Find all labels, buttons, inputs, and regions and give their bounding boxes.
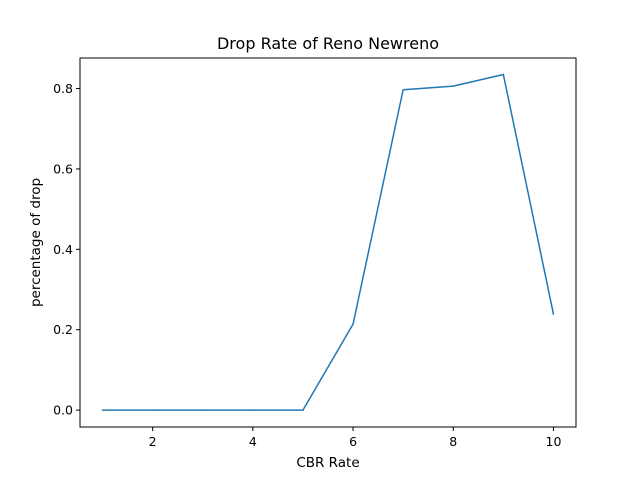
x-tick-label: 2 — [149, 434, 157, 449]
y-axis-label: percentage of drop — [28, 178, 44, 307]
data-point — [502, 73, 505, 76]
y-tick-label: 0.2 — [53, 322, 73, 337]
data-point — [252, 409, 254, 411]
x-tick-label: 8 — [449, 434, 457, 449]
y-tick-label: 0.8 — [53, 81, 73, 96]
series-layer — [101, 73, 555, 411]
data-point — [352, 323, 354, 325]
plot-frame — [79, 57, 577, 428]
x-tick-label: 4 — [249, 434, 257, 449]
x-axis: 2 4 6 8 10 — [149, 427, 562, 449]
x-axis-label: CBR Rate — [296, 455, 359, 471]
data-point — [452, 85, 455, 87]
y-tick-label: 0.6 — [53, 161, 73, 176]
data-point — [402, 89, 404, 91]
data-point — [151, 409, 154, 411]
data-point — [101, 409, 104, 411]
data-point — [201, 409, 204, 411]
series-line — [102, 73, 555, 411]
y-tick-label: 0.0 — [53, 403, 73, 418]
chart-title: Drop Rate of Reno Newreno — [217, 34, 439, 53]
y-axis: 0.0 0.2 0.4 0.6 0.8 — [53, 81, 80, 418]
data-point — [302, 409, 304, 411]
y-tick-label: 0.4 — [53, 242, 73, 257]
data-point — [552, 313, 555, 315]
x-tick-label: 10 — [546, 434, 562, 449]
x-tick-label: 6 — [349, 434, 357, 449]
